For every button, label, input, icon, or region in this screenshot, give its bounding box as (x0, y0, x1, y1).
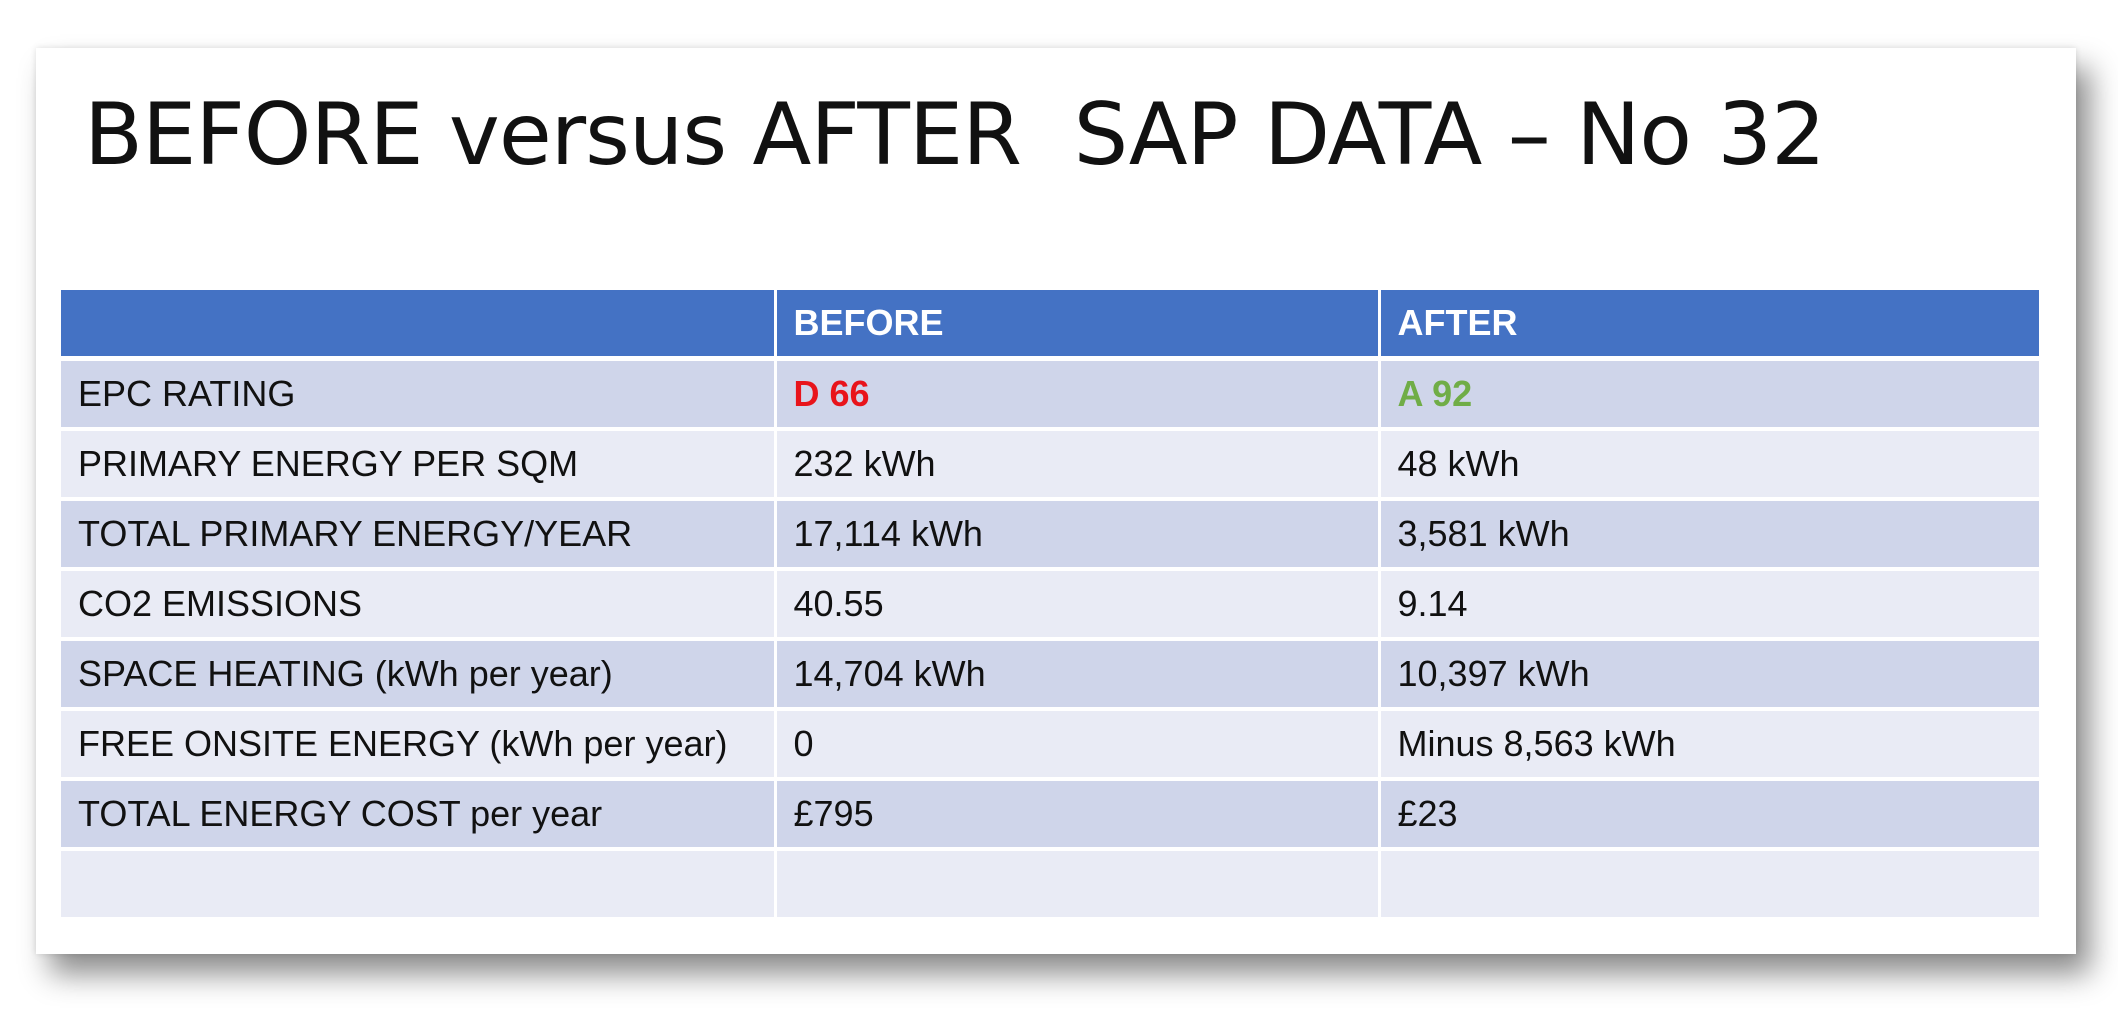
metric-label: EPC RATING (61, 358, 777, 431)
after-value: 9.14 (1379, 569, 2039, 641)
metric-label: FREE ONSITE ENERGY (kWh per year) (61, 709, 777, 781)
after-value: A 92 (1379, 358, 2039, 431)
metric-label: CO2 EMISSIONS (61, 569, 777, 641)
table-row: PRIMARY ENERGY PER SQM 232 kWh 48 kWh (61, 429, 2039, 501)
table-row: SPACE HEATING (kWh per year) 14,704 kWh … (61, 639, 2039, 711)
after-value: 48 kWh (1379, 429, 2039, 501)
after-value: 3,581 kWh (1379, 499, 2039, 571)
table-header-row: BEFORE AFTER (61, 290, 2039, 361)
after-value (1379, 849, 2039, 921)
header-metric (61, 290, 777, 361)
after-value: 10,397 kWh (1379, 639, 2039, 711)
before-value: £795 (775, 779, 1381, 851)
after-value: Minus 8,563 kWh (1379, 709, 2039, 781)
metric-label: PRIMARY ENERGY PER SQM (61, 429, 777, 501)
before-value: 14,704 kWh (775, 639, 1381, 711)
metric-label: TOTAL PRIMARY ENERGY/YEAR (61, 499, 777, 571)
after-value: £23 (1379, 779, 2039, 851)
sap-comparison-table: BEFORE AFTER EPC RATING D 66 A 92 PRIMAR… (61, 290, 2039, 921)
slide: BEFORE versus AFTER SAP DATA – No 32 BEF… (36, 48, 2076, 954)
table-row: EPC RATING D 66 A 92 (61, 358, 2039, 431)
table-row: TOTAL ENERGY COST per year £795 £23 (61, 779, 2039, 851)
metric-label (61, 849, 777, 921)
before-value: 232 kWh (775, 429, 1381, 501)
table-row (61, 849, 2039, 921)
table-row: CO2 EMISSIONS 40.55 9.14 (61, 569, 2039, 641)
before-value: 0 (775, 709, 1381, 781)
before-value: D 66 (775, 358, 1381, 431)
header-after: AFTER (1379, 290, 2039, 361)
before-value: 17,114 kWh (775, 499, 1381, 571)
table-row: FREE ONSITE ENERGY (kWh per year) 0 Minu… (61, 709, 2039, 781)
metric-label: TOTAL ENERGY COST per year (61, 779, 777, 851)
header-before: BEFORE (775, 290, 1381, 361)
table-row: TOTAL PRIMARY ENERGY/YEAR 17,114 kWh 3,5… (61, 499, 2039, 571)
slide-title: BEFORE versus AFTER SAP DATA – No 32 (84, 85, 1826, 185)
metric-label: SPACE HEATING (kWh per year) (61, 639, 777, 711)
before-value (775, 849, 1381, 921)
before-value: 40.55 (775, 569, 1381, 641)
